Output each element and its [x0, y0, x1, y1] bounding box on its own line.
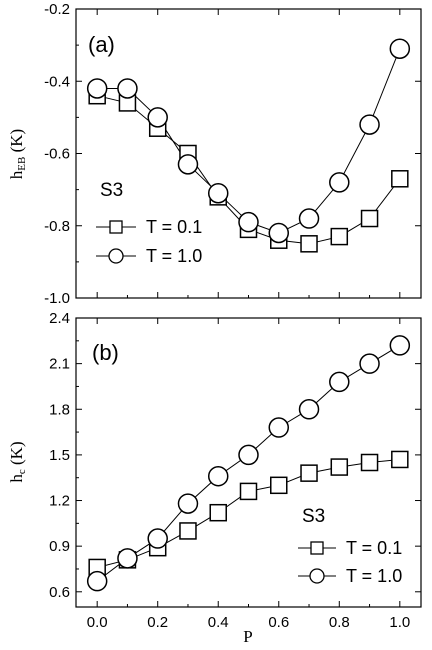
panel-b-chart: 0.0 0.2 0.4 0.6 0.8 1.00.60.91.21.51.82.12.4 … [7, 310, 422, 631]
panel-a-legend-entry-t01: T = 0.1 [96, 217, 202, 237]
panel-a-y-axis-title-main: h [7, 170, 26, 179]
panel-b-data-point-t01 [239, 482, 258, 501]
panel-b-data-point-t10 [238, 444, 259, 466]
panel-b-x-tick-label: 0.8 [329, 614, 350, 631]
panel-a-label: (a) [88, 32, 115, 57]
panel-b-data-point-t10 [359, 353, 380, 374]
panel-b-data-point-t10 [207, 465, 229, 487]
panel-b-y-tick-label: 1.5 [49, 447, 70, 464]
panel-b-data-point-t10 [147, 528, 168, 549]
panel-a-data-point-t01 [300, 235, 318, 253]
panel-b-y-axis-title-unit: (K) [7, 441, 26, 469]
panel-a-data-point-t10 [207, 182, 229, 204]
panel-a-ticks: -1.0 -0.8 -0.6 -0.4 -0.2 [44, 1, 421, 307]
panel-a-data-point-t10 [147, 107, 168, 128]
panel-b-data-point-t01 [391, 450, 409, 469]
panel-a-markers [86, 38, 411, 253]
panel-a-data-point-t01 [360, 209, 379, 228]
panel-b-y-axis-title-subscript: c [16, 469, 28, 474]
panel-b-y-tick-label: 2.4 [49, 310, 70, 327]
panel-a-legend-label-t10: T = 1.0 [146, 246, 202, 266]
panel-b-data-point-t10 [389, 335, 411, 356]
panel-a-y-tick-label: -0.4 [44, 73, 70, 90]
panel-a-y-tick-label: -1.0 [44, 290, 70, 307]
panel-b-legend-entry-t01: T = 0.1 [298, 538, 402, 558]
panel-b-x-tick-label: 0.2 [147, 614, 168, 631]
panel-b-y-axis-title-main: h [7, 474, 26, 483]
panel-a-data-point-t10 [389, 38, 411, 59]
panel-a-legend-marker-square [109, 220, 123, 234]
panel-b-data-point-t10 [268, 417, 290, 438]
panel-b-data-point-t01 [330, 458, 349, 476]
panel-a-legend-title: S3 [100, 180, 123, 201]
panel-b-data-point-t10 [298, 399, 320, 420]
panel-a-data-point-t01 [330, 227, 349, 246]
panel-b-ticks: 0.0 0.2 0.4 0.6 0.8 1.0 0.6 0.9 1.2 1.5 1.8 2.1 2.4 [49, 310, 421, 631]
panel-b-legend-entry-t10: T = 1.0 [298, 566, 402, 586]
panel-b-data-point-t10 [86, 570, 108, 592]
panel-a-data-point-t10 [177, 154, 199, 175]
panel-a-data-point-t10 [298, 208, 320, 229]
panel-b-y-tick-label: 2.1 [49, 356, 70, 373]
panel-b-y-tick-label: 0.9 [49, 538, 70, 555]
panel-b-data-point-t01 [360, 453, 379, 472]
panel-b-x-tick-label: 1.0 [389, 614, 410, 631]
panel-b-legend: S3 T = 0.1 T = 1.0 [298, 506, 402, 586]
panel-b-x-tick-label: 0.4 [208, 614, 229, 631]
panel-a-data-point-t10 [117, 78, 138, 99]
panel-b-data-point-t10 [117, 548, 138, 569]
panel-b-legend-marker-square [310, 541, 324, 555]
panel-a-data-point-t10 [238, 211, 259, 233]
panel-a-y-axis-title-unit: (K) [7, 129, 26, 157]
panel-b-legend-label-t01: T = 0.1 [346, 538, 402, 558]
panel-a-legend: S3 T = 0.1 T = 1.0 [96, 180, 202, 266]
panel-a-y-axis-title-subscript: EB [16, 157, 28, 171]
panel-b-y-tick-label: 0.6 [49, 584, 70, 601]
panel-a-y-tick-label: -0.6 [44, 146, 70, 163]
panel-b-data-point-t10 [329, 371, 350, 393]
panel-b-legend-marker-circle [309, 568, 325, 584]
panel-b-data-point-t01 [209, 503, 227, 522]
panel-a-data-point-t10 [359, 114, 380, 135]
panel-b-data-point-t01 [270, 476, 288, 495]
panel-b-data-point-t01 [300, 464, 318, 482]
panel-a-data-point-t10 [268, 222, 290, 244]
panel-a-data-point-t01 [391, 170, 409, 188]
panel-a-chart: -1.0 -0.8 -0.6 -0.4 -0.2 (a) hEB (K) S3 T = … [7, 1, 422, 307]
panel-b-label: (b) [92, 340, 119, 365]
panel-a-y-tick-label: -0.2 [44, 1, 70, 18]
panel-a-legend-entry-t10: T = 1.0 [96, 246, 202, 266]
panel-b-y-axis-title: hc (K) [7, 441, 28, 482]
panel-a-y-axis-title: hEB (K) [7, 129, 28, 179]
panel-b-y-tick-label: 1.2 [49, 493, 70, 510]
panel-a-legend-marker-circle [108, 248, 124, 264]
panel-b-legend-title: S3 [302, 506, 325, 527]
x-axis-title: P [243, 627, 252, 646]
panel-b-x-tick-label: 0.6 [268, 614, 289, 631]
panel-a-data-point-t10 [86, 78, 108, 99]
panel-a-data-point-t10 [329, 172, 350, 193]
panel-b-y-tick-label: 1.8 [49, 401, 70, 418]
panel-b-x-tick-label: 0.0 [87, 614, 108, 631]
panel-b-markers [86, 335, 411, 592]
panel-b-data-point-t01 [179, 522, 197, 540]
panel-a-legend-label-t01: T = 0.1 [146, 217, 202, 237]
panel-b-data-point-t10 [177, 493, 199, 514]
panel-a-y-tick-label: -0.8 [44, 218, 70, 235]
panel-b-legend-label-t10: T = 1.0 [346, 566, 402, 586]
